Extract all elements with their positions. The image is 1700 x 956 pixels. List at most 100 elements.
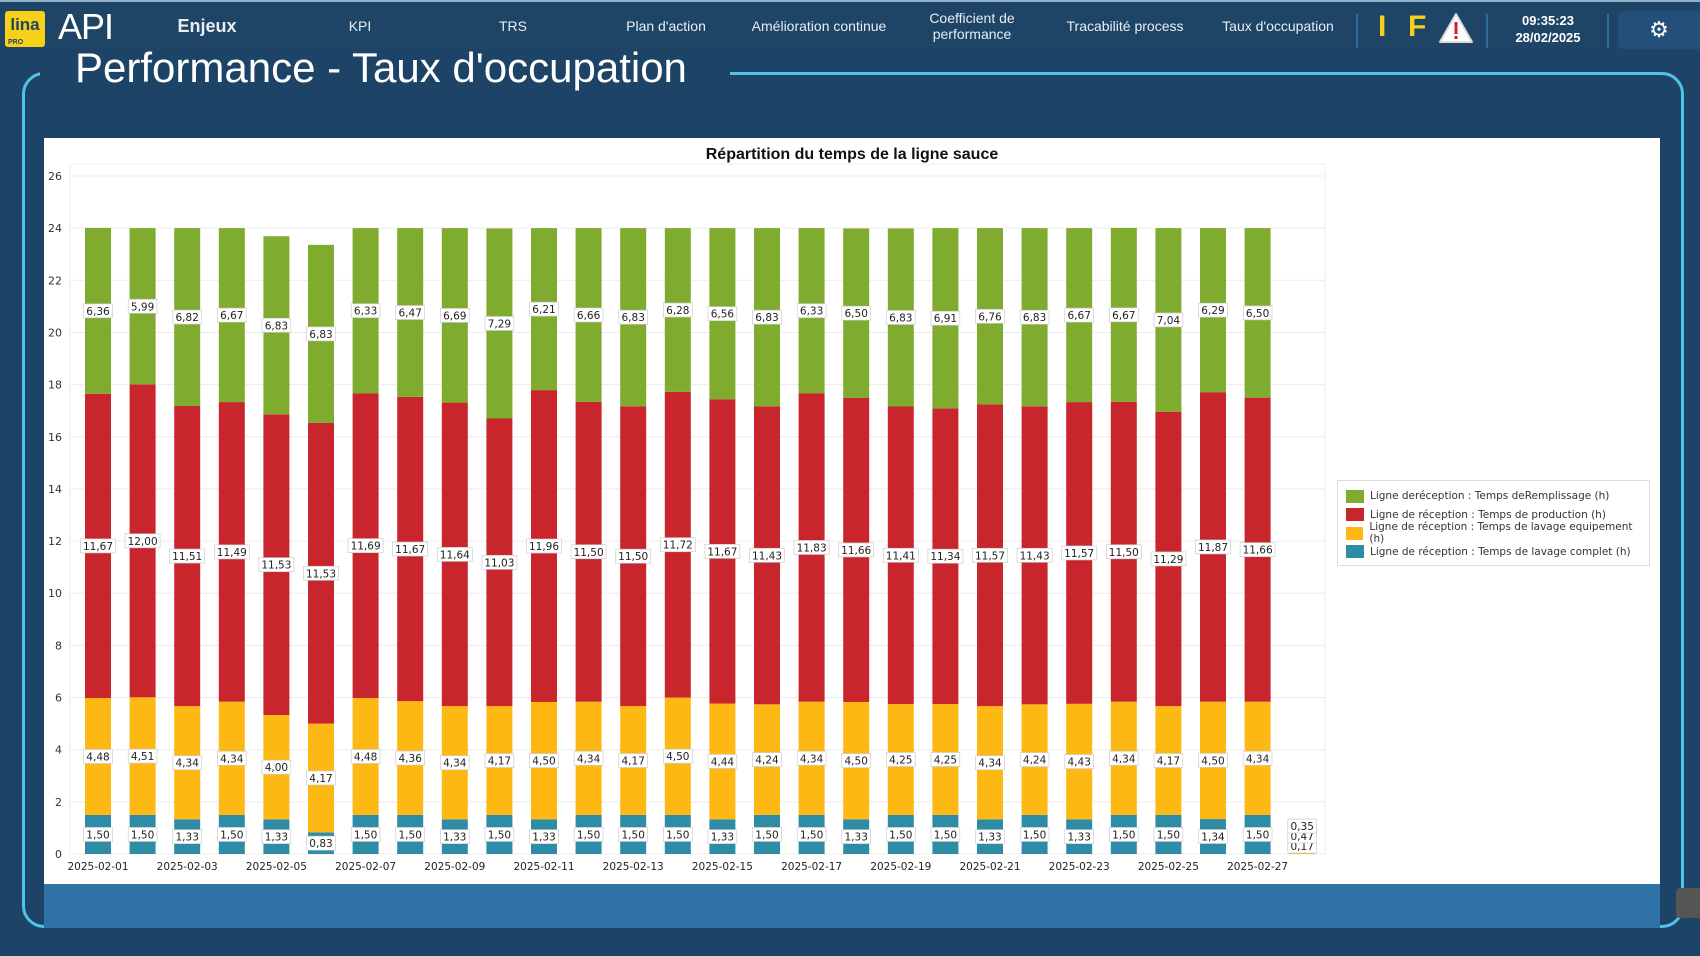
data-label-box: [1198, 753, 1228, 768]
legend-item[interactable]: Ligne de réception : Temps de production…: [1346, 506, 1641, 525]
side-panel-toggle[interactable]: [1676, 888, 1700, 918]
data-label: 11,67: [395, 544, 425, 556]
lina-pro-logo: lina PRO: [5, 11, 45, 47]
data-label-box: [395, 827, 425, 842]
data-label: 6,33: [354, 306, 377, 318]
data-label: 1,50: [889, 829, 912, 841]
data-label-box: [529, 753, 559, 768]
nav-kpi[interactable]: KPI: [348, 18, 372, 34]
data-label-box: [1109, 827, 1139, 842]
data-label-box: [573, 827, 604, 842]
legend-item[interactable]: Ligne deréception : Temps deRemplissage …: [1346, 487, 1641, 506]
x-tick-label: 2025-02-01: [67, 861, 128, 873]
x-tick-label: 2025-02-15: [692, 861, 753, 873]
nav-trs[interactable]: TRS: [499, 18, 527, 34]
indicator-f[interactable]: F: [1408, 10, 1427, 43]
data-label: 1,34: [1201, 832, 1225, 844]
gear-icon: ⚙: [1649, 17, 1669, 42]
legend-item[interactable]: Ligne de réception : Temps de lavage equ…: [1346, 521, 1641, 545]
data-label: 1,50: [577, 829, 600, 841]
nav-plan-action[interactable]: Plan d'action: [626, 18, 706, 34]
data-label-box: [841, 829, 871, 845]
data-label-box: [975, 829, 1005, 845]
data-label: 4,00: [265, 762, 288, 774]
data-label: 1,33: [532, 832, 555, 844]
data-label-box: [618, 753, 648, 768]
data-label: 1,50: [622, 829, 645, 841]
x-tick-label: 2025-02-25: [1138, 861, 1199, 873]
data-label: 11,29: [1153, 554, 1183, 566]
legend-label: Ligne de réception : Temps de production…: [1370, 508, 1606, 521]
data-label: 1,33: [443, 832, 466, 844]
data-label-box: [972, 547, 1008, 563]
data-label-box: [882, 547, 919, 563]
data-label-box: [1198, 302, 1228, 318]
data-label: 11,57: [1064, 548, 1094, 560]
y-tick-label: 4: [55, 744, 62, 757]
data-label-box: [217, 750, 247, 766]
data-label: 11,34: [930, 551, 960, 563]
data-label-box: [1242, 750, 1273, 766]
indicator-i[interactable]: I: [1378, 10, 1387, 43]
data-label-box: [172, 309, 202, 325]
data-label-box: [1195, 539, 1231, 555]
nav-tracabilite-process[interactable]: Tracabilité process: [1066, 18, 1184, 34]
y-tick-label: 6: [55, 692, 62, 705]
data-label: 6,36: [86, 306, 110, 318]
data-label: 4,34: [220, 753, 244, 765]
data-label-box: [841, 305, 871, 321]
y-tick-label: 0: [55, 848, 62, 861]
data-label-box: [484, 753, 515, 768]
data-label-box: [1153, 753, 1184, 768]
data-label-box: [663, 302, 693, 318]
data-label: 1,33: [265, 832, 288, 844]
data-label: 4,34: [577, 753, 601, 765]
data-label: 4,50: [845, 756, 868, 768]
x-tick-label: 2025-02-11: [513, 861, 574, 873]
data-label: 6,47: [399, 308, 422, 320]
clock: 09:35:23 28/02/2025: [1500, 12, 1596, 46]
data-label: 1,50: [354, 829, 377, 841]
data-label: 4,48: [354, 751, 377, 763]
settings-button[interactable]: ⚙: [1618, 11, 1700, 49]
data-label: 1,50: [220, 829, 243, 841]
legend-item[interactable]: Ligne de réception : Temps de lavage com…: [1346, 543, 1641, 562]
nav-taux-occupation[interactable]: Taux d'occupation: [1222, 18, 1334, 34]
data-label-box: [749, 547, 785, 563]
logo-lina-text: lina: [10, 15, 40, 34]
data-label-box: [306, 835, 336, 851]
data-label-box: [1150, 551, 1187, 567]
data-label-box: [1064, 754, 1094, 769]
nav-amelioration-continue[interactable]: Amélioration continue: [751, 18, 887, 34]
data-label: 6,28: [666, 305, 689, 317]
chart-title: Répartition du temps de la ligne sauce: [705, 146, 999, 163]
y-tick-label: 12: [48, 535, 62, 548]
nav-enjeux[interactable]: Enjeux: [177, 16, 237, 36]
data-label: 7,04: [1157, 315, 1181, 327]
data-label: 11,53: [306, 568, 336, 580]
data-label-box: [350, 827, 381, 842]
data-label-box: [1019, 752, 1050, 767]
legend-swatch: [1346, 508, 1364, 522]
data-label: 11,64: [440, 549, 470, 561]
data-label: 11,69: [351, 541, 381, 553]
data-label: 1,50: [86, 829, 109, 841]
data-label-box: [172, 829, 202, 845]
data-label: 11,57: [975, 550, 1005, 562]
data-label-box: [127, 827, 158, 842]
nav-coefficient-performance[interactable]: Coefficient de performance: [929, 10, 1015, 42]
data-label-box: [930, 310, 961, 326]
data-label: 4,34: [1246, 753, 1270, 765]
data-label: 1,50: [755, 829, 778, 841]
data-label: 4,17: [622, 756, 645, 768]
data-label-box: [704, 544, 741, 559]
data-label: 6,83: [622, 312, 645, 324]
api-logo: API: [58, 6, 114, 47]
data-label: 0,35: [1291, 821, 1314, 833]
warning-triangle-icon[interactable]: [1438, 12, 1474, 44]
y-tick-label: 20: [48, 326, 62, 339]
data-label-box: [1242, 305, 1273, 321]
data-label-box: [752, 827, 782, 842]
x-tick-label: 2025-02-19: [870, 861, 931, 873]
y-tick-label: 10: [48, 587, 62, 600]
